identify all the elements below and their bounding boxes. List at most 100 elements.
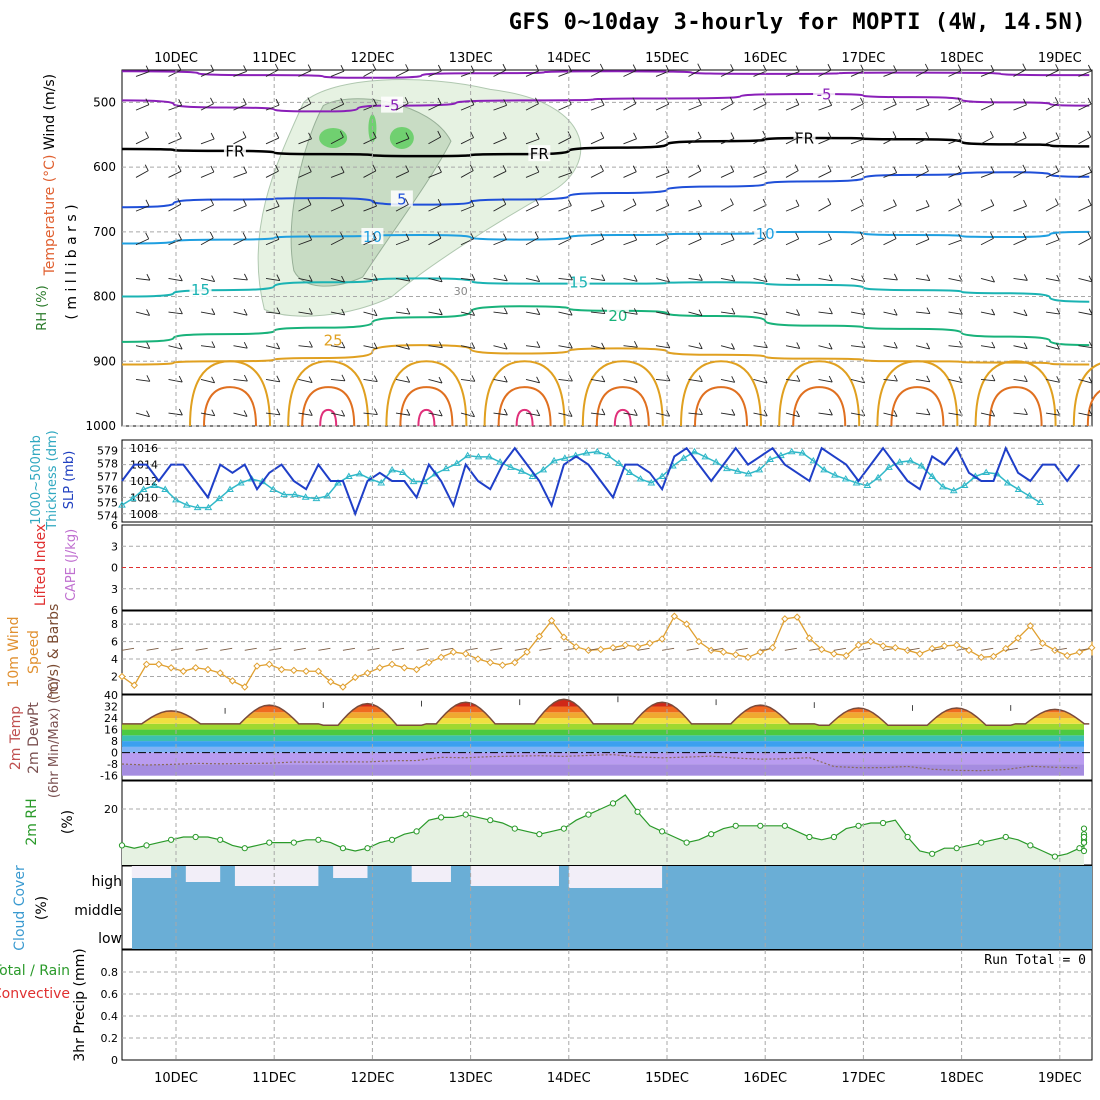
wind-barb-flag bbox=[731, 376, 736, 383]
wind-barb bbox=[395, 277, 410, 282]
wind-speed-point bbox=[498, 661, 507, 669]
temp-tick-label: 8 bbox=[111, 735, 118, 748]
millibars-axis-label: ( m i l l i b a r s ) bbox=[64, 204, 80, 319]
wind-barb-flag bbox=[242, 131, 247, 138]
wind-barb-flag bbox=[567, 199, 572, 206]
isotherm-30-loop bbox=[1086, 390, 1100, 427]
thickness-point bbox=[334, 478, 342, 486]
wind-barb bbox=[688, 238, 702, 246]
wind-speed-point bbox=[867, 637, 875, 646]
wind-barb-flag bbox=[243, 374, 248, 382]
isotherm-25-loop bbox=[385, 360, 468, 427]
wind-barb bbox=[1078, 237, 1092, 246]
wind-speed-point bbox=[744, 653, 752, 662]
wind-barb-flag bbox=[1023, 375, 1028, 382]
wind-barb bbox=[428, 311, 443, 316]
wind-barb-flag bbox=[698, 309, 703, 316]
wind-barb bbox=[1045, 277, 1060, 282]
thickness-point bbox=[917, 462, 926, 469]
rh-point bbox=[118, 842, 126, 849]
wind-barb bbox=[330, 172, 345, 178]
wind-barb-flag bbox=[210, 64, 215, 71]
thickness-point bbox=[723, 464, 731, 472]
wind-speed-point bbox=[756, 648, 764, 656]
wind-barb bbox=[298, 239, 312, 246]
wind-barb bbox=[688, 345, 703, 350]
thickness-tick-label: 579 bbox=[97, 444, 118, 457]
wind-barb-flag bbox=[828, 375, 833, 383]
wind-barb-flag bbox=[762, 97, 767, 105]
rh-point bbox=[1076, 845, 1083, 852]
wind-barb-flag bbox=[1056, 376, 1061, 383]
isotherm-label: 5 bbox=[397, 190, 407, 208]
wind-barb-flag bbox=[990, 232, 994, 239]
wind-speed-point bbox=[228, 677, 237, 685]
wind-speed-point bbox=[376, 664, 384, 672]
wind-barb bbox=[330, 238, 344, 246]
wind-barb bbox=[1078, 204, 1092, 212]
date-label-top: 12DEC bbox=[350, 51, 394, 66]
wind-barb bbox=[493, 311, 508, 315]
wind-barb-flag bbox=[1087, 130, 1092, 138]
wind-barb bbox=[525, 345, 540, 348]
wind-barb bbox=[460, 104, 475, 111]
thickness-point bbox=[236, 478, 245, 486]
wind-barb bbox=[493, 170, 507, 178]
wind-speed-point bbox=[584, 646, 593, 655]
wind-barb bbox=[460, 277, 475, 281]
wind-barb-flag bbox=[926, 408, 931, 415]
isotherm-label: 30 bbox=[454, 285, 468, 298]
wind-speed-point bbox=[903, 646, 912, 655]
wind-speed-point bbox=[216, 669, 224, 677]
wind-barb bbox=[395, 102, 409, 111]
temp-tick-label: 16 bbox=[104, 724, 118, 737]
wind-barb bbox=[298, 311, 313, 315]
wind-barb bbox=[200, 237, 214, 246]
wind-barb-flag bbox=[730, 64, 734, 71]
isotherm-30-loop bbox=[792, 386, 847, 427]
wind10-axis-label: 10m Wind bbox=[6, 616, 22, 687]
wind-speed-point bbox=[535, 632, 544, 641]
wind-barb bbox=[428, 204, 442, 212]
wind-speed-point bbox=[179, 667, 188, 675]
date-label-top: 15DEC bbox=[645, 51, 689, 66]
wind-barb-flag bbox=[666, 275, 670, 283]
wind-barb bbox=[720, 102, 734, 111]
thickness-point bbox=[636, 475, 645, 482]
wind-barb bbox=[1013, 412, 1028, 415]
date-label-bottom: 16DEC bbox=[743, 1071, 787, 1086]
wind-barb bbox=[1045, 412, 1060, 416]
temp-color-band bbox=[122, 764, 1084, 776]
wind-barb-flag bbox=[536, 308, 541, 315]
cloud-clear-segment bbox=[333, 866, 368, 878]
wind-barb-flag bbox=[730, 233, 735, 240]
wind-speed-point bbox=[928, 644, 936, 653]
wind-barb bbox=[883, 238, 897, 246]
wind-barb bbox=[363, 137, 377, 145]
wind-barb-flag bbox=[957, 97, 962, 104]
wind-speed-point bbox=[633, 643, 642, 651]
rh-point bbox=[609, 800, 617, 807]
wind-speed-point bbox=[461, 650, 470, 658]
wind-barb bbox=[428, 277, 443, 283]
wind-speed-point bbox=[547, 616, 556, 625]
wind-barb-flag bbox=[1022, 63, 1027, 70]
wind-barb bbox=[265, 104, 280, 111]
wind-barb bbox=[558, 311, 573, 316]
isotherm-25-loop bbox=[974, 360, 1057, 427]
wind-barb-flag bbox=[1022, 131, 1027, 139]
temperature-axis-label: Temperature (°C) bbox=[42, 155, 58, 277]
wind-barb bbox=[753, 103, 767, 111]
wind-speed-point bbox=[253, 662, 261, 670]
temp-color-band bbox=[122, 723, 1084, 730]
isotherm-30-loop bbox=[497, 386, 552, 427]
rh-point bbox=[978, 839, 985, 846]
wind-barb-flag bbox=[437, 198, 442, 206]
wind-barb bbox=[915, 205, 930, 212]
wind-barb bbox=[233, 71, 247, 77]
wind-barb bbox=[395, 378, 410, 383]
date-label-bottom: 17DEC bbox=[841, 1071, 885, 1086]
wind-barb-flag bbox=[601, 408, 606, 415]
rh-point bbox=[487, 817, 494, 824]
wind-barb-flag bbox=[795, 98, 800, 105]
